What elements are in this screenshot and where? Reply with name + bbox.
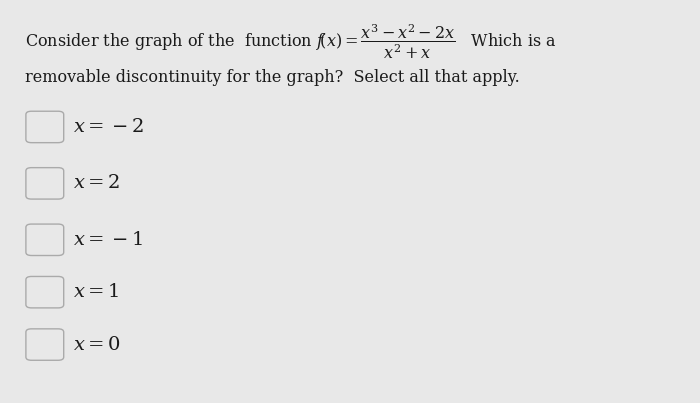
Text: $x = 2$: $x = 2$ [74,174,120,192]
Text: $x = 1$: $x = 1$ [74,283,120,301]
Text: $x = -2$: $x = -2$ [74,118,144,136]
FancyBboxPatch shape [26,224,64,256]
FancyBboxPatch shape [26,329,64,360]
FancyBboxPatch shape [26,168,64,199]
FancyBboxPatch shape [26,276,64,308]
Text: Consider the graph of the  function $f\!\left(x\right) = \dfrac{x^3-x^2-2x}{x^2+: Consider the graph of the function $f\!\… [25,22,556,60]
Text: $x = 0$: $x = 0$ [74,336,121,353]
Text: $x = -1$: $x = -1$ [74,231,144,249]
Text: removable discontinuity for the graph?  Select all that apply.: removable discontinuity for the graph? S… [25,69,519,85]
FancyBboxPatch shape [26,111,64,143]
